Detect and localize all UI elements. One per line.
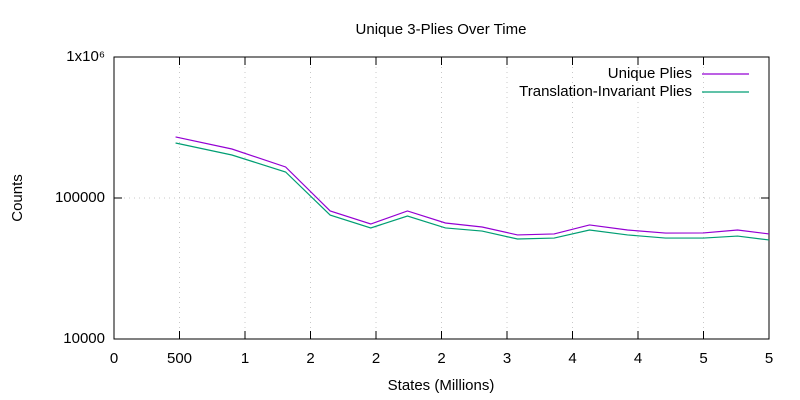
series-line xyxy=(175,142,770,241)
plot-border xyxy=(113,56,770,340)
x-tick-label: 0 xyxy=(110,350,118,367)
x-tick-label: 2 xyxy=(437,350,445,367)
y-tick-label: 10000 xyxy=(63,330,105,347)
x-tick-label: 2 xyxy=(372,350,380,367)
y-axis-label: Counts xyxy=(9,174,26,222)
x-tick-label: 2 xyxy=(306,350,314,367)
x-tick-label: 1 xyxy=(241,350,249,367)
x-tick-label: 3 xyxy=(503,350,511,367)
x-tick-label: 500 xyxy=(167,350,192,367)
y-tick-label: 1x10⁶ xyxy=(66,48,105,65)
x-tick-label: 5 xyxy=(699,350,707,367)
legend-label: Unique Plies xyxy=(608,65,692,82)
x-tick-label: 4 xyxy=(568,350,576,367)
chart-title: Unique 3-Plies Over Time xyxy=(356,21,527,38)
y-tick-label: 100000 xyxy=(55,189,105,206)
legend-label: Translation-Invariant Plies xyxy=(519,83,692,100)
x-axis-label: States (Millions) xyxy=(388,377,495,394)
x-tick-label: 4 xyxy=(634,350,642,367)
x-tick-label: 5 xyxy=(765,350,773,367)
series-line xyxy=(175,136,770,236)
